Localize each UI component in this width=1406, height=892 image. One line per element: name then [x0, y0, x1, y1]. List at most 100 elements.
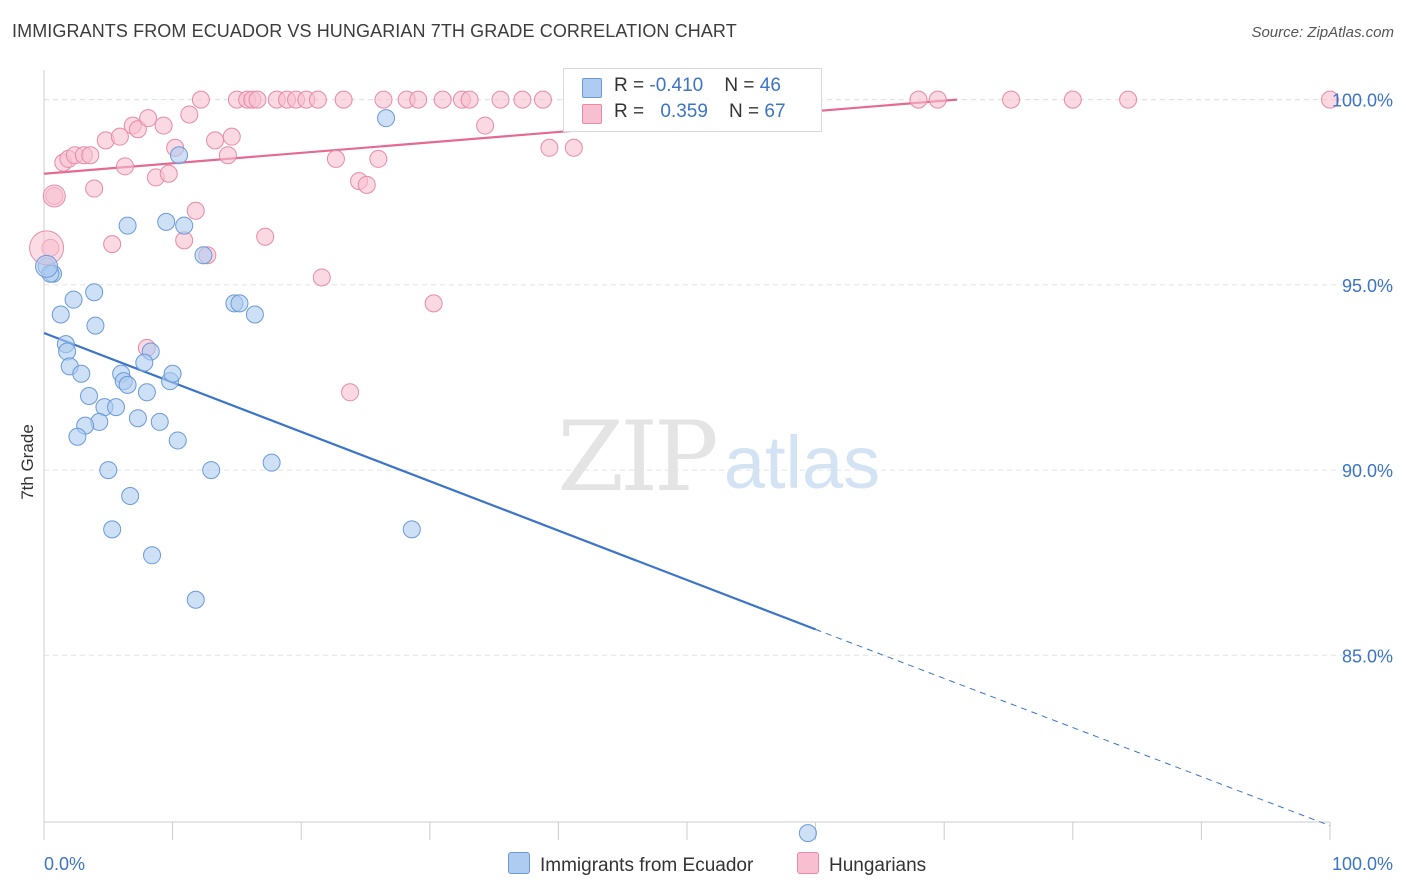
hungarian-point [312, 268, 331, 287]
chart-title: IMMIGRANTS FROM ECUADOR VS HUNGARIAN 7TH… [12, 21, 737, 41]
legend-n-value: 67 [764, 101, 786, 122]
bottom-legend-ecuador: Immigrants from Ecuador [508, 852, 753, 877]
hungarian-point [374, 90, 393, 109]
hungarian-point [460, 90, 479, 109]
legend-r-label: R = [614, 75, 650, 96]
hungarian-point [433, 90, 452, 109]
hungarian-point [159, 164, 178, 183]
hungarian-point [110, 127, 129, 146]
bottom-legend-label-ecuador: Immigrants from Ecuador [540, 855, 754, 876]
y-tick-label: 90.0% [1342, 461, 1393, 481]
ecuador-point [72, 364, 91, 383]
hungarian-point [180, 105, 199, 124]
ecuador-point [103, 520, 122, 539]
ecuador-point [163, 364, 182, 383]
ecuador-point [402, 520, 421, 539]
hungarian-point [222, 127, 241, 146]
ecuador-point [143, 546, 162, 565]
legend-n-label: N = [729, 101, 765, 122]
ecuador-point [118, 375, 137, 394]
ecuador-point [35, 254, 59, 278]
legend-r-value: -0.410 [649, 75, 704, 96]
y-axis-label: 7th Grade [18, 424, 37, 500]
hungarian-point [369, 149, 388, 168]
ecuador-point [51, 305, 70, 324]
correlation-legend: R = -0.410 N = 46 R = 0.359 N = 67 [563, 68, 822, 132]
hungarian-point [154, 116, 173, 135]
ecuador-point [245, 305, 264, 324]
legend-n-value: 46 [759, 75, 781, 96]
hungarian-point [326, 149, 345, 168]
ecuador-point [262, 453, 281, 472]
trendline-ecuador-extension [815, 628, 1331, 827]
hungarian-point [116, 157, 135, 176]
hungarian-point [409, 90, 428, 109]
ecuador-point [202, 461, 221, 480]
grid-lines [44, 99, 1392, 656]
ecuador-point [128, 409, 147, 428]
ecuador-point [230, 294, 249, 313]
hungarian-point [564, 138, 583, 157]
hungarian-point [476, 116, 495, 135]
hungarian-point [909, 90, 928, 109]
ecuador-point [157, 212, 176, 231]
y-tick-label: 95.0% [1342, 276, 1393, 296]
ecuador-point [58, 342, 77, 361]
ecuador-point [85, 283, 104, 302]
ecuador-point [135, 353, 154, 372]
legend-r-label: R = [614, 101, 650, 122]
hungarian-point [341, 383, 360, 402]
bottom-legend-hungarians: Hungarians [797, 852, 926, 877]
ecuador-point [68, 427, 87, 446]
hungarian-point [1321, 90, 1339, 109]
hungarian-point [42, 184, 66, 208]
ecuador-point [186, 590, 205, 609]
ecuador-point [150, 412, 169, 431]
watermark: ZIP atlas [557, 401, 880, 513]
hungarian-point [540, 138, 559, 157]
legend-n-label: N = [724, 75, 760, 96]
ecuador-point [118, 216, 137, 235]
bottom-legend-swatch-hungarians [797, 852, 819, 874]
ecuador-point [99, 461, 118, 480]
hungarian-point [334, 90, 353, 109]
hungarian-point [186, 201, 205, 220]
ecuador-point [64, 290, 83, 309]
hungarian-point [1002, 90, 1021, 109]
data-points [29, 90, 1339, 843]
hungarian-point [256, 227, 275, 246]
hungarian-point [1119, 90, 1138, 109]
hungarian-point [206, 131, 225, 150]
ecuador-point [137, 383, 156, 402]
hungarian-point [357, 175, 376, 194]
hungarian-point [139, 109, 158, 128]
x-tick-label: 100.0% [1332, 854, 1393, 874]
legend-swatch-ecuador [582, 78, 602, 98]
ecuador-point [170, 146, 189, 165]
ecuador-point [80, 386, 99, 405]
legend-r-value: 0.359 [660, 101, 708, 122]
hungarian-point [248, 90, 267, 109]
hungarian-point [491, 90, 510, 109]
hungarian-point [1063, 90, 1082, 109]
hungarian-point [424, 294, 443, 313]
hungarian-point [128, 120, 147, 139]
source-credit: Source: ZipAtlas.com [1251, 24, 1394, 41]
ecuador-point [168, 431, 187, 450]
watermark-zip: ZIP [557, 401, 716, 513]
bottom-legend-swatch-ecuador [508, 852, 530, 874]
x-tick-labels: 0.0% 100.0% [44, 854, 1393, 874]
y-tick-label: 85.0% [1342, 646, 1393, 666]
x-tick-label: 0.0% [44, 854, 85, 874]
ecuador-point [107, 398, 126, 417]
ecuador-point [175, 216, 194, 235]
watermark-atlas: atlas [724, 421, 880, 504]
hungarian-point [533, 90, 552, 109]
hungarian-point [191, 90, 210, 109]
bottom-legend-label-hungarians: Hungarians [829, 855, 927, 876]
hungarian-point [81, 146, 100, 165]
ecuador-point [377, 109, 396, 128]
y-tick-labels: 85.0% 90.0% 95.0% 100.0% [1332, 91, 1393, 667]
ecuador-point [121, 487, 140, 506]
